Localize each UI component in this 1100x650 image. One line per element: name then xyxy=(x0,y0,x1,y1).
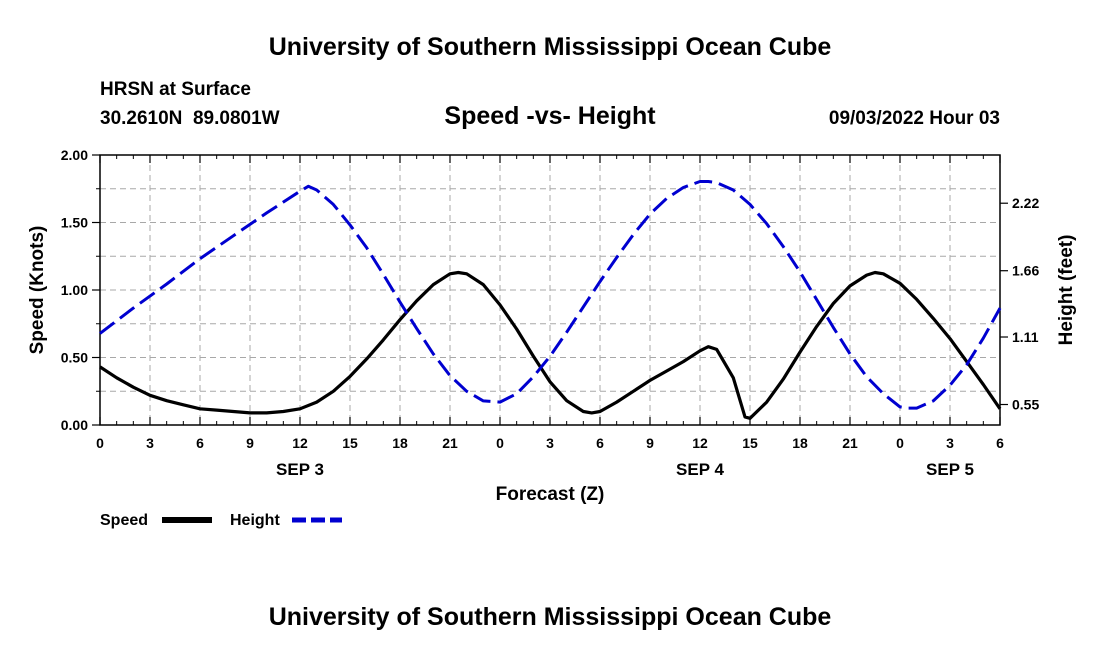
x-axis-title: Forecast (Z) xyxy=(496,484,605,505)
chart-title: University of Southern Mississippi Ocean… xyxy=(269,33,832,61)
y-axis-right-title: Height (feet) xyxy=(1056,235,1077,346)
legend: Speed Height xyxy=(100,512,342,529)
chart-subtitle: Speed -vs- Height xyxy=(444,102,656,130)
coordinates-label: 30.2610N 89.0801W xyxy=(100,108,280,129)
x-tick-label: 0 xyxy=(496,435,504,451)
y-right-tick-label: 1.66 xyxy=(1012,263,1039,279)
x-tick-label: 6 xyxy=(196,435,204,451)
y-right-tick-label: 0.55 xyxy=(1012,397,1039,413)
x-date-label: SEP 5 xyxy=(926,460,974,479)
x-tick-label: 9 xyxy=(246,435,254,451)
x-tick-label: 12 xyxy=(292,435,308,451)
x-tick-label: 12 xyxy=(692,435,708,451)
x-tick-label: 15 xyxy=(342,435,358,451)
x-tick-label: 0 xyxy=(896,435,904,451)
station-label: HRSN at Surface xyxy=(100,79,251,100)
y-left-tick-label: 1.50 xyxy=(61,215,88,231)
x-tick-label: 18 xyxy=(792,435,808,451)
x-tick-label: 3 xyxy=(546,435,554,451)
x-tick-label: 18 xyxy=(392,435,408,451)
x-date-label: SEP 4 xyxy=(676,460,724,479)
series-speed-line xyxy=(99,270,1002,420)
legend-speed-label: Speed xyxy=(100,512,148,529)
series-height-line xyxy=(99,180,1002,410)
date-label: 09/03/2022 Hour 03 xyxy=(829,108,1000,129)
y-left-tick-label: 0.50 xyxy=(61,350,88,366)
footer-title: University of Southern Mississippi Ocean… xyxy=(269,603,832,631)
x-date-label: SEP 3 xyxy=(276,460,324,479)
legend-height-label: Height xyxy=(230,512,280,529)
x-tick-label: 9 xyxy=(646,435,654,451)
grid xyxy=(100,155,1000,425)
x-tick-label: 21 xyxy=(842,435,858,451)
x-tick-label: 21 xyxy=(442,435,458,451)
y-right-tick-label: 1.11 xyxy=(1012,329,1039,345)
x-tick-label: 3 xyxy=(946,435,954,451)
x-tick-label: 6 xyxy=(996,435,1004,451)
x-tick-label: 0 xyxy=(96,435,104,451)
ticks: 0 3 6 9 12 15 18 21 0 3 6 9 12 15 18 21 0 3 6 0.00 0.50 1.00 1… xyxy=(61,147,1040,479)
x-tick-label: 3 xyxy=(146,435,154,451)
y-right-tick-label: 2.22 xyxy=(1012,195,1039,211)
x-tick-label: 15 xyxy=(742,435,758,451)
y-left-tick-label: 0.00 xyxy=(61,417,88,433)
x-tick-label: 6 xyxy=(596,435,604,451)
y-left-tick-label: 1.00 xyxy=(61,282,88,298)
y-left-tick-label: 2.00 xyxy=(61,147,88,163)
y-axis-left-title: Speed (Knots) xyxy=(27,226,48,355)
series xyxy=(99,180,1002,420)
